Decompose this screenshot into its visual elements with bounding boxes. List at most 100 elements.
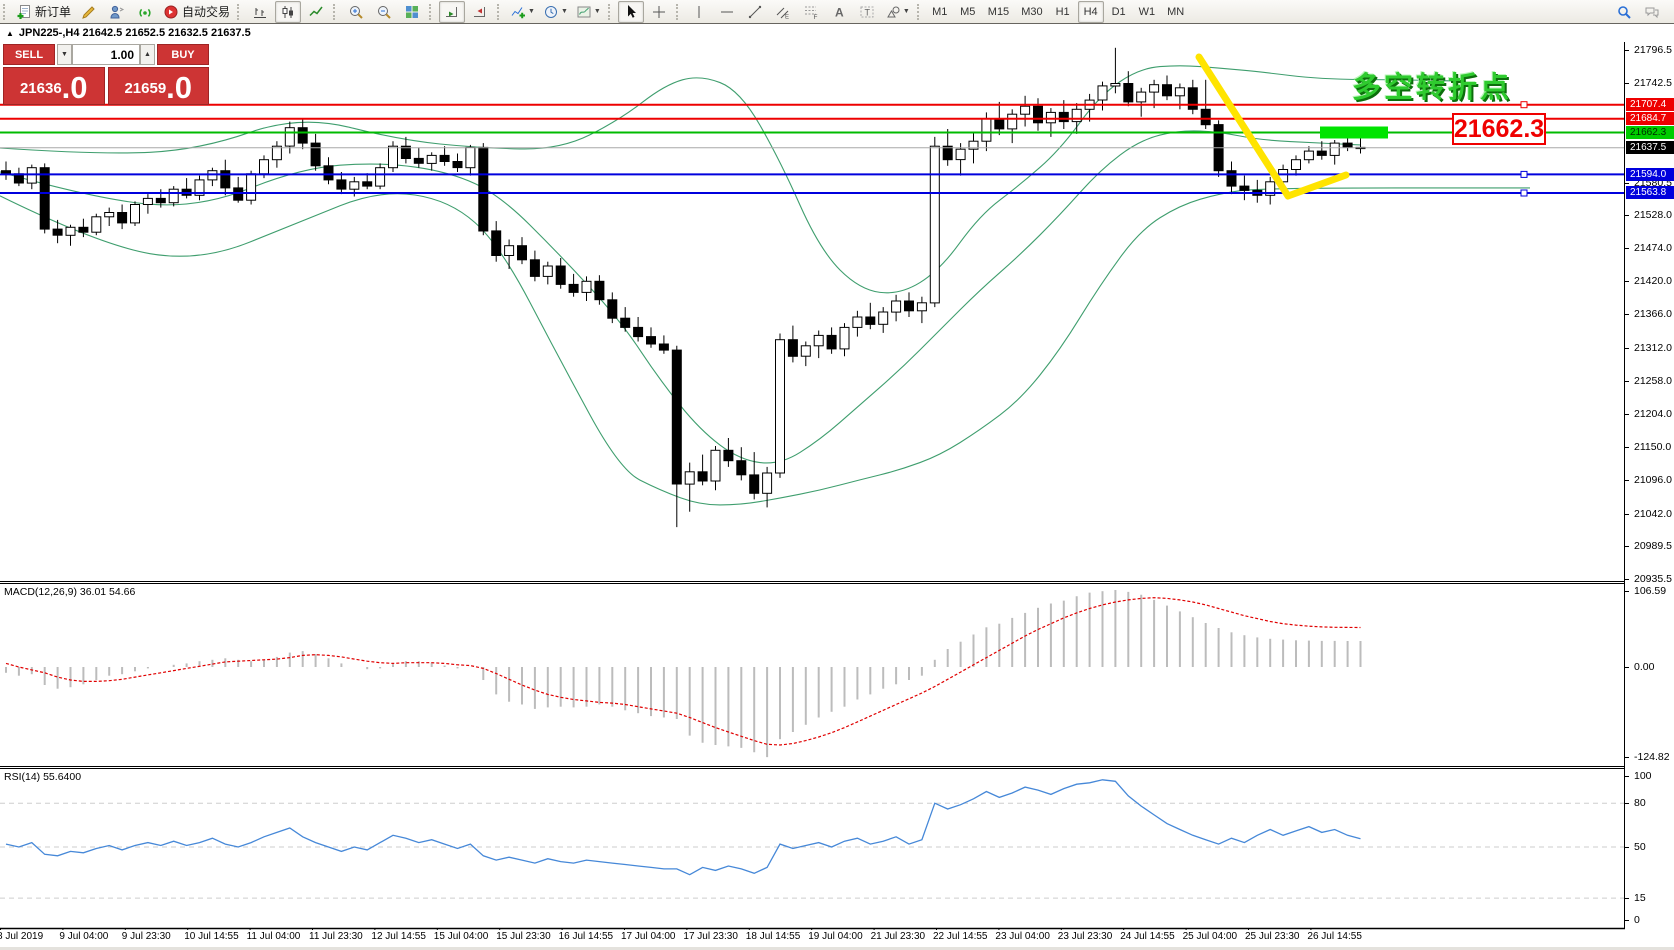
templates-button[interactable]: ▼ — [573, 1, 604, 23]
auto-trading-button[interactable]: 自动交易 — [160, 1, 233, 23]
time-tick-label: 26 Jul 14:55 — [1307, 931, 1362, 942]
price-tick-label: 21796.5 — [1634, 44, 1672, 56]
axis-tick — [1625, 480, 1629, 482]
chevron-down-icon[interactable]: ▼ — [902, 8, 910, 15]
time-tick-label: 12 Jul 14:55 — [371, 931, 426, 942]
buy-button[interactable]: BUY — [157, 44, 209, 65]
time-tick-label: 18 Jul 14:55 — [745, 931, 801, 942]
price-callout-box[interactable]: 21662.3 — [1452, 113, 1546, 145]
vertical-line-button[interactable] — [686, 1, 712, 23]
sell-button[interactable]: SELL — [3, 44, 55, 65]
tf-m15-button[interactable]: M15 — [983, 1, 1014, 23]
autoscroll-icon — [444, 4, 460, 20]
rsi-axis-label: 0 — [1634, 914, 1640, 926]
horizontal-line-button[interactable] — [714, 1, 740, 23]
tf-h4-button[interactable]: H4 — [1077, 0, 1104, 23]
cursor-button[interactable] — [617, 0, 644, 23]
chevron-down-icon[interactable]: ▼ — [528, 8, 535, 15]
signals-button[interactable] — [132, 1, 158, 23]
indicators-icon — [510, 4, 526, 20]
buy-price-button[interactable]: 21659.0 — [107, 67, 209, 105]
price-tick-label: 21204.0 — [1634, 408, 1672, 421]
turning-point-annotation[interactable]: 多空转折点 — [1352, 72, 1513, 104]
collapse-triangle-icon[interactable]: ▲ — [6, 28, 14, 38]
bollinger-middle-band — [0, 130, 1361, 464]
template-icon — [576, 4, 592, 20]
chartshift-icon — [472, 4, 488, 20]
axis-tick — [1625, 776, 1629, 777]
styler-button[interactable] — [76, 1, 102, 23]
volume-down-button[interactable]: ▼ — [57, 44, 72, 65]
zoom-in-button[interactable] — [343, 1, 369, 23]
price-tick-label: 21420.0 — [1634, 275, 1672, 288]
community-button[interactable] — [1639, 1, 1665, 23]
svg-text:T: T — [864, 7, 870, 17]
bollinger-lower-band — [0, 187, 1530, 506]
tile-windows-button[interactable] — [399, 1, 425, 23]
crosshair-button[interactable] — [646, 1, 672, 23]
trendline-icon — [747, 4, 763, 20]
chevron-down-icon[interactable]: ▼ — [560, 8, 568, 15]
indicators-button[interactable]: ▼ — [507, 1, 538, 23]
chevron-down-icon: ▼ — [61, 51, 68, 58]
price-axis[interactable]: 21796.5 21742.5 21580.5 21528.0 21474.0 21420… — [1625, 24, 1674, 930]
shapes-button[interactable]: ▼ — [882, 1, 913, 23]
zoom-out-button[interactable] — [371, 1, 397, 23]
buy-price-pips: .0 — [166, 70, 193, 105]
yellow-zigzag-annotation[interactable] — [1195, 53, 1350, 200]
volume-up-button[interactable]: ▲ — [140, 44, 155, 65]
fibo-icon: F — [803, 4, 819, 20]
axis-tick — [1625, 347, 1629, 349]
chevron-down-icon[interactable]: ▼ — [593, 8, 601, 15]
time-tick-label: 24 Jul 14:55 — [1120, 931, 1175, 942]
tf-d1-button[interactable]: D1 — [1106, 1, 1132, 23]
axis-tick — [1625, 898, 1629, 900]
rsi-axis-label: 80 — [1634, 797, 1646, 810]
tf-m1-button[interactable]: M1 — [927, 1, 953, 23]
search-button[interactable] — [1611, 1, 1637, 23]
tf-w1-button[interactable]: W1 — [1134, 1, 1161, 23]
time-tick-label: 23 Jul 23:30 — [1057, 931, 1113, 942]
price-tick-label: 21150.0 — [1634, 441, 1672, 454]
channel-button[interactable]: E — [770, 1, 796, 23]
time-tick-label: 16 Jul 14:55 — [558, 931, 614, 942]
horizontal-lines-layer[interactable] — [0, 101, 1624, 197]
text-button[interactable]: A — [826, 1, 852, 23]
fibonacci-button[interactable]: F — [798, 1, 824, 23]
textA-icon: A — [831, 4, 847, 20]
tf-m5-button[interactable]: M5 — [955, 1, 981, 23]
rsi-level-lines — [0, 802, 1624, 899]
chat-icon — [1644, 4, 1660, 20]
price-level-badge: 21662.3 — [1626, 125, 1674, 139]
tf-m30-button[interactable]: M30 — [1016, 1, 1047, 23]
tf-h1-button[interactable]: H1 — [1050, 1, 1076, 23]
chart-shift-button[interactable] — [467, 1, 493, 23]
chart-title: JPN225-,H4 21642.5 21652.5 21632.5 21637… — [18, 27, 251, 39]
time-axis[interactable]: 8 Jul 2019 9 Jul 04:00 9 Jul 23:30 10 Jul 1… — [0, 930, 1674, 947]
green-highlight-segment[interactable] — [1320, 126, 1388, 139]
new-order-button[interactable]: 新订单 — [13, 1, 74, 23]
axis-tick — [1625, 920, 1629, 921]
volume-input[interactable]: 1.00 — [72, 44, 140, 65]
text-label-button[interactable]: T — [854, 1, 880, 23]
trendline-button[interactable] — [742, 1, 768, 23]
bars-chart-button[interactable] — [247, 1, 273, 23]
channel-icon: E — [775, 4, 791, 20]
tf-m5-button-label: M5 — [960, 5, 976, 18]
sell-price-pips: .0 — [61, 70, 88, 105]
macd-signal-line — [5, 597, 1361, 746]
one-click-trading-panel: SELL ▼ 1.00 ▲ BUY 21636.0 21659.0 — [3, 44, 209, 105]
signal-icon — [137, 4, 153, 20]
candles-chart-button[interactable] — [275, 0, 302, 23]
line-chart-button[interactable] — [303, 1, 329, 23]
tf-mn-button[interactable]: MN — [1162, 1, 1189, 23]
rsi-line — [5, 779, 1361, 876]
tf-w1-button-label: W1 — [1138, 5, 1156, 18]
sell-price-button[interactable]: 21636.0 — [3, 67, 105, 105]
price-tick-label: 21096.0 — [1634, 474, 1672, 487]
profile-button[interactable] — [104, 1, 130, 23]
auto-scroll-button[interactable] — [439, 0, 466, 23]
periods-button[interactable]: ▼ — [540, 1, 571, 23]
axis-tick — [1625, 447, 1629, 449]
